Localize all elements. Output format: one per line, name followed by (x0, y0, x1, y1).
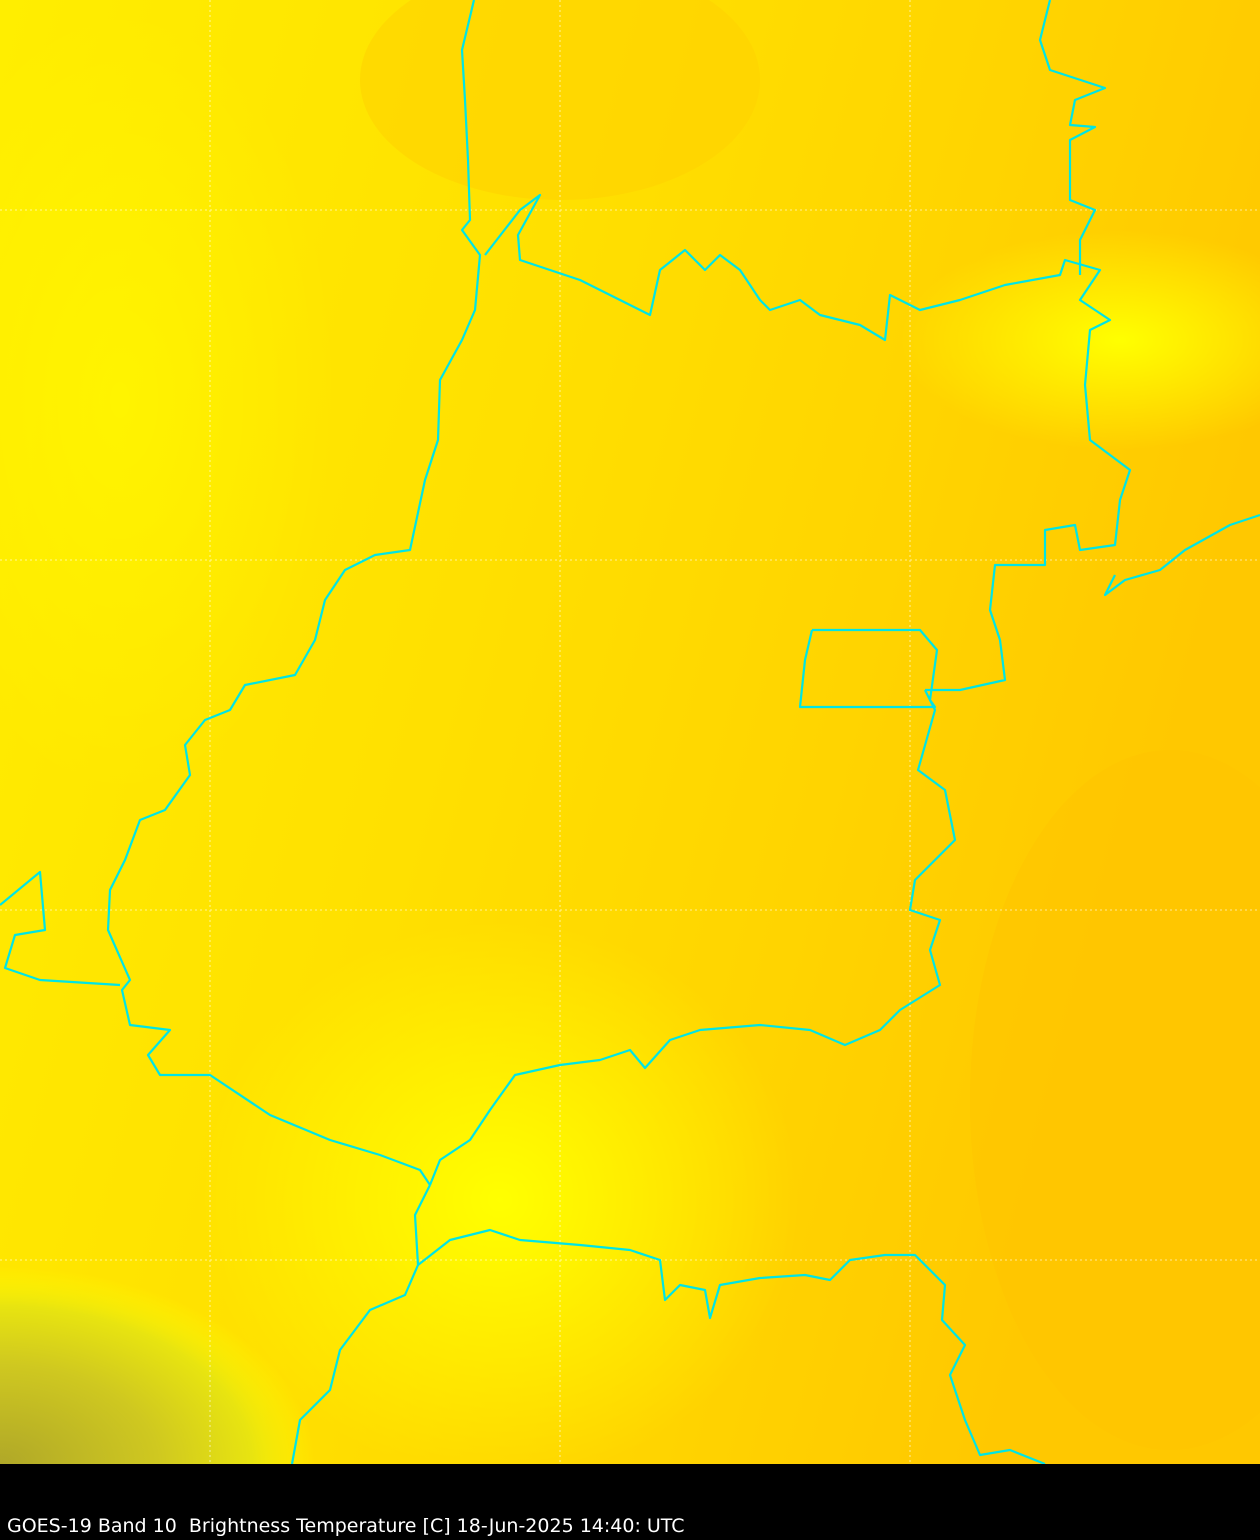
boundary-line (106, 0, 482, 1186)
cool-region (0, 0, 340, 800)
warm-region (970, 750, 1260, 1450)
boundary-line (417, 1228, 1046, 1464)
image-caption: GOES-19 Band 10 Brightness Temperature [… (7, 1515, 685, 1537)
brightness-temperature-map (0, 0, 1260, 1464)
state-boundaries (0, 0, 1260, 1464)
boundary-line (1103, 513, 1260, 597)
lat-lon-grid (0, 0, 1260, 1464)
boundary-line (1038, 0, 1107, 275)
boundary-line (484, 193, 1132, 692)
boundary-line (428, 689, 957, 1186)
boundary-line (290, 1184, 431, 1464)
cold-region (0, 900, 900, 1464)
warm-region (360, 0, 760, 200)
federal-district-boundary (798, 628, 939, 709)
cool-region (900, 230, 1260, 450)
boundary-line (0, 870, 121, 987)
